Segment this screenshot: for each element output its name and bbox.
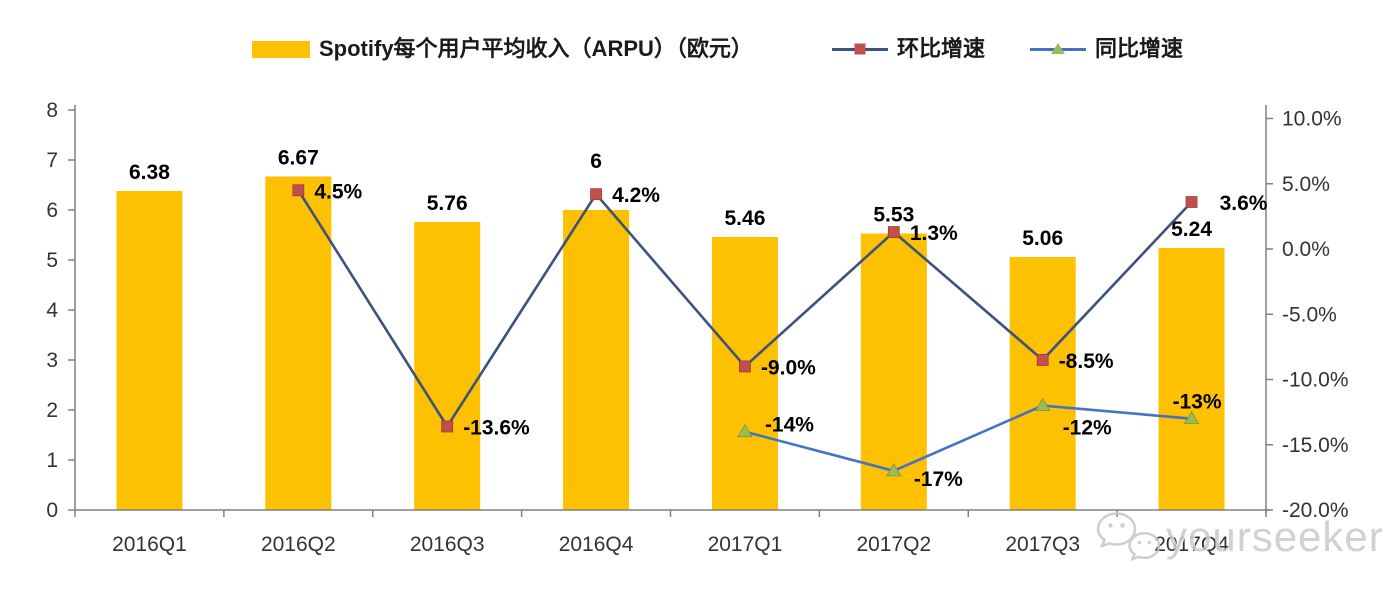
x-axis-label: 2016Q4 bbox=[559, 533, 634, 556]
qoq-line-swatch bbox=[832, 43, 888, 55]
bar-2016Q3 bbox=[414, 222, 481, 510]
yoy-marker bbox=[1183, 410, 1200, 425]
x-axis-label: 2016Q3 bbox=[410, 533, 485, 556]
qoq-marker bbox=[441, 420, 454, 433]
left-axis-tick-label: 0 bbox=[46, 499, 58, 522]
qoq-value-label: 4.2% bbox=[612, 184, 660, 207]
yoy-value-label: -17% bbox=[914, 468, 963, 491]
left-axis-tick-label: 6 bbox=[46, 199, 58, 222]
wechat-icon bbox=[1096, 512, 1161, 562]
qoq-value-label: 1.3% bbox=[910, 222, 958, 245]
legend-label-qoq: 环比增速 bbox=[897, 36, 986, 61]
left-axis-tick-label: 3 bbox=[46, 349, 58, 372]
right-axis-tick-label: -5.0% bbox=[1282, 303, 1337, 326]
watermark: yourseeker bbox=[1096, 510, 1384, 564]
yoy-value-label: -13% bbox=[1173, 391, 1222, 414]
x-axis-label: 2017Q3 bbox=[1005, 533, 1080, 556]
qoq-value-label: -8.5% bbox=[1059, 350, 1114, 373]
bar-value-label: 5.06 bbox=[1022, 227, 1063, 250]
right-axis-tick-label: -10.0% bbox=[1282, 369, 1349, 392]
yoy-triangle-marker-icon bbox=[1051, 42, 1065, 54]
yoy-value-label: -12% bbox=[1063, 417, 1112, 440]
bar-value-label: 6.67 bbox=[278, 147, 319, 170]
x-axis-label: 2016Q1 bbox=[112, 533, 187, 556]
bar-value-label: 6.38 bbox=[129, 161, 170, 184]
bar-value-label: 5.53 bbox=[873, 204, 914, 227]
yoy-line-swatch bbox=[1030, 42, 1086, 54]
legend-item-qoq: 环比增速 bbox=[832, 36, 985, 62]
right-axis-tick-label: -15.0% bbox=[1282, 434, 1349, 457]
left-axis-tick-label: 2 bbox=[46, 399, 58, 422]
qoq-marker bbox=[590, 188, 602, 201]
left-axis-tick-label: 5 bbox=[46, 249, 58, 272]
bar-2017Q4 bbox=[1158, 248, 1225, 510]
yoy-marker bbox=[1034, 397, 1051, 411]
x-axis-label: 2017Q2 bbox=[856, 533, 931, 556]
right-axis-tick-label: 10.0% bbox=[1282, 108, 1342, 131]
bar-value-label: 5.76 bbox=[427, 192, 468, 215]
left-axis-tick-label: 4 bbox=[46, 299, 58, 322]
bar-2016Q1 bbox=[116, 191, 183, 510]
bar-2016Q4 bbox=[563, 210, 630, 510]
bar-2017Q1 bbox=[711, 237, 778, 510]
bar-value-label: 5.24 bbox=[1171, 218, 1212, 241]
legend-item-yoy: 同比增速 bbox=[1030, 36, 1183, 62]
x-axis-label: 2017Q1 bbox=[708, 533, 783, 556]
qoq-marker bbox=[292, 184, 305, 197]
bar-value-label: 5.46 bbox=[725, 207, 766, 230]
right-axis-tick-label: -20.0% bbox=[1282, 499, 1349, 522]
right-axis-tick-label: 5.0% bbox=[1282, 173, 1330, 196]
qoq-square-marker-icon bbox=[854, 43, 866, 55]
bar-value-label: 6 bbox=[590, 150, 602, 173]
qoq-value-label: -9.0% bbox=[761, 356, 816, 379]
legend-item-arpu: Spotify每个用户平均收入（ARPU）（欧元） bbox=[252, 36, 753, 62]
yoy-value-label: -14% bbox=[765, 414, 814, 437]
watermark-text: yourseeker bbox=[1166, 513, 1384, 560]
qoq-marker bbox=[1036, 354, 1049, 366]
qoq-value-label: 4.5% bbox=[314, 180, 362, 203]
qoq-marker bbox=[739, 360, 751, 373]
left-axis-tick-label: 8 bbox=[46, 99, 58, 122]
qoq-value-label: -13.6% bbox=[463, 416, 530, 439]
bar-series-swatch bbox=[252, 40, 310, 58]
legend-label-yoy: 同比增速 bbox=[1095, 36, 1184, 61]
left-axis-tick-label: 7 bbox=[46, 149, 58, 172]
yoy-line bbox=[744, 404, 1192, 473]
yoy-marker bbox=[737, 423, 753, 438]
left-axis-tick-label: 1 bbox=[46, 449, 58, 472]
x-axis-label: 2017Q4 bbox=[1154, 533, 1229, 556]
qoq-value-label: 3.6% bbox=[1220, 192, 1268, 215]
qoq-marker bbox=[887, 226, 900, 238]
bar-2017Q3 bbox=[1009, 257, 1076, 510]
right-axis-tick-label: 0.0% bbox=[1282, 238, 1330, 261]
yoy-marker bbox=[886, 463, 902, 477]
qoq-marker bbox=[1185, 196, 1198, 208]
legend-label-arpu: Spotify每个用户平均收入（ARPU）（欧元） bbox=[319, 36, 753, 61]
x-axis-label: 2016Q2 bbox=[261, 533, 336, 556]
bar-2016Q2 bbox=[265, 176, 332, 510]
